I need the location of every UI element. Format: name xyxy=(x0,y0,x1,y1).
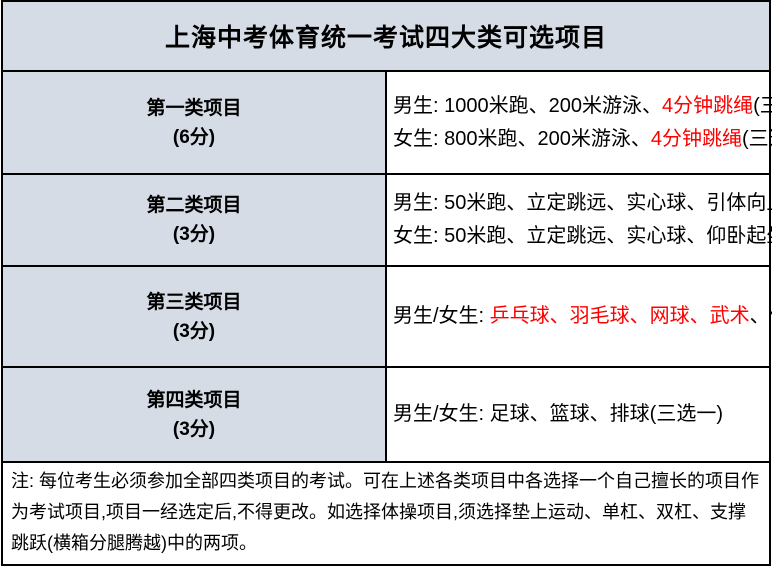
items-cell-4: 男生/女生: 足球、篮球、排球(三选一) xyxy=(385,366,771,463)
table-row: 第四类项目 (3分) 男生/女生: 足球、篮球、排球(三选一) xyxy=(1,366,771,463)
text-segment: (三选一) xyxy=(753,94,772,117)
text-segment: 男生/女生: 足球、篮球、排球(三选一) xyxy=(393,403,723,425)
category-cell-3: 第三类项目 (3分) xyxy=(1,265,387,368)
items-line-both: 男生/女生: 足球、篮球、排球(三选一) xyxy=(393,398,765,431)
title-row: 上海中考体育统一考试四大类可选项目 xyxy=(1,0,771,72)
items-line-girls: 女生: 800米跑、200米游泳、4分钟跳绳(三选一) xyxy=(393,123,772,156)
text-segment: 男生: 50米跑、立定跳远、实心球、引体向上、25米游泳(五选一) xyxy=(393,192,772,214)
text-segment: (三选一) xyxy=(741,127,772,150)
category-cell-2: 第二类项目 (3分) xyxy=(1,173,387,267)
items-cell-3: 男生/女生: 乒乓球、羽毛球、网球、武术、体操(五选一) xyxy=(385,265,772,368)
table-title: 上海中考体育统一考试四大类可选项目 xyxy=(1,0,771,72)
highlighted-segment: 4分钟跳绳 xyxy=(650,127,742,150)
items-line-boys: 男生: 50米跑、立定跳远、实心球、引体向上、25米游泳(五选一) xyxy=(393,187,772,220)
highlighted-segment: 4分钟跳绳 xyxy=(661,94,754,117)
highlighted-segment: 乒乓球、羽毛球、网球、武术 xyxy=(489,305,750,327)
category-cell-1: 第一类项目 (6分) xyxy=(1,70,387,175)
text-segment: 男生/女生: xyxy=(393,305,490,327)
table-row: 第二类项目 (3分) 男生: 50米跑、立定跳远、实心球、引体向上、25米游泳(… xyxy=(1,173,772,267)
category-cell-4: 第四类项目 (3分) xyxy=(1,366,387,463)
text-segment: 女生: 50米跑、立定跳远、实心球、仰卧起坐、25米游泳(五选一) xyxy=(393,225,772,247)
category-name: 第一类项目 xyxy=(146,97,242,119)
note-row: 注: 每位考生必须参加全部四类项目的考试。可在上述各类项目中各选择一个自己擅长的… xyxy=(1,461,771,566)
category-name: 第四类项目 xyxy=(146,389,242,411)
items-line-girls: 女生: 50米跑、立定跳远、实心球、仰卧起坐、25米游泳(五选一) xyxy=(393,220,772,253)
items-cell-2: 男生: 50米跑、立定跳远、实心球、引体向上、25米游泳(五选一) 女生: 50… xyxy=(385,173,772,267)
items-cell-1: 男生: 1000米跑、200米游泳、4分钟跳绳(三选一) 女生: 800米跑、2… xyxy=(385,70,772,175)
table-note: 注: 每位考生必须参加全部四类项目的考试。可在上述各类项目中各选择一个自己擅长的… xyxy=(1,461,771,566)
text-segment: 女生: 800米跑、200米游泳、 xyxy=(393,127,651,150)
text-segment: 男生: 1000米跑、200米游泳、 xyxy=(393,94,662,117)
table-row: 第三类项目 (3分) 男生/女生: 乒乓球、羽毛球、网球、武术、体操(五选一) xyxy=(1,265,772,368)
category-name: 第三类项目 xyxy=(146,291,242,313)
items-line-boys: 男生: 1000米跑、200米游泳、4分钟跳绳(三选一) xyxy=(393,90,772,123)
text-segment: 、体操(五选一) xyxy=(749,305,772,327)
category-score: (3分) xyxy=(172,224,216,245)
category-score: (3分) xyxy=(172,320,216,342)
items-line-both: 男生/女生: 乒乓球、羽毛球、网球、武术、体操(五选一) xyxy=(393,300,772,333)
category-score: (3分) xyxy=(172,418,216,440)
category-name: 第二类项目 xyxy=(146,195,242,216)
category-score: (6分) xyxy=(172,126,216,148)
table-row: 第一类项目 (6分) 男生: 1000米跑、200米游泳、4分钟跳绳(三选一) … xyxy=(1,70,772,175)
